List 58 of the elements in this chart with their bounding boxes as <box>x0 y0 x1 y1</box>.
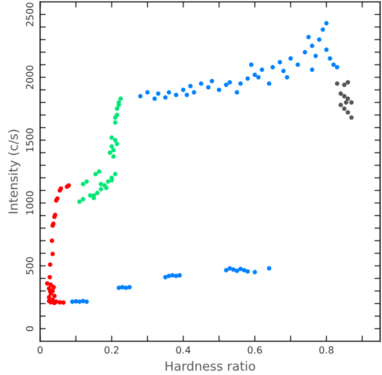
point <box>334 81 340 86</box>
point <box>80 197 86 202</box>
point <box>50 252 55 256</box>
y-tick-label: 1000 <box>26 191 34 214</box>
point <box>344 100 348 105</box>
y-tick-label: 2000 <box>26 66 34 89</box>
point <box>84 179 89 184</box>
point <box>109 135 114 140</box>
point <box>113 115 118 120</box>
point <box>50 238 54 243</box>
point <box>104 186 109 190</box>
point <box>342 106 346 111</box>
point <box>48 274 52 280</box>
point <box>113 172 118 176</box>
point <box>109 144 114 149</box>
x-tick-label: 0.4 <box>176 346 190 354</box>
point <box>118 96 123 101</box>
point <box>52 294 57 298</box>
point <box>98 182 104 186</box>
point <box>77 200 82 204</box>
point <box>45 281 50 286</box>
point <box>114 106 120 111</box>
y-tick-label: 0 <box>26 326 34 332</box>
x-tick-label: 0 <box>38 346 43 354</box>
x-tick-label: 0.8 <box>319 346 334 354</box>
point <box>349 115 354 120</box>
point <box>93 172 98 176</box>
point <box>349 100 354 105</box>
point <box>108 150 112 155</box>
point <box>346 110 350 115</box>
point <box>58 300 62 304</box>
y-tick-label: 1500 <box>26 128 34 152</box>
y-axis-title: Intensity (c/s) <box>8 130 20 214</box>
point <box>338 91 343 96</box>
point <box>61 300 66 305</box>
point <box>111 148 116 152</box>
point <box>346 96 350 101</box>
point <box>346 80 350 85</box>
point <box>98 186 104 192</box>
x-axis-title: Hardness ratio <box>166 361 256 371</box>
point <box>342 82 346 88</box>
point <box>338 102 343 108</box>
point <box>113 138 118 142</box>
point <box>342 94 346 98</box>
point <box>113 120 118 125</box>
point <box>48 282 54 287</box>
point <box>95 190 100 196</box>
x-tick-label: 0.6 <box>248 346 262 354</box>
point <box>48 262 52 267</box>
point <box>111 154 116 159</box>
point <box>80 182 86 186</box>
x-tick-label: 0.2 <box>104 346 118 354</box>
point <box>96 169 102 174</box>
point <box>114 142 120 146</box>
y-tick-label: 2500 <box>26 2 34 26</box>
point <box>52 285 56 290</box>
y-tick-label: 500 <box>26 257 34 274</box>
point <box>46 295 52 300</box>
